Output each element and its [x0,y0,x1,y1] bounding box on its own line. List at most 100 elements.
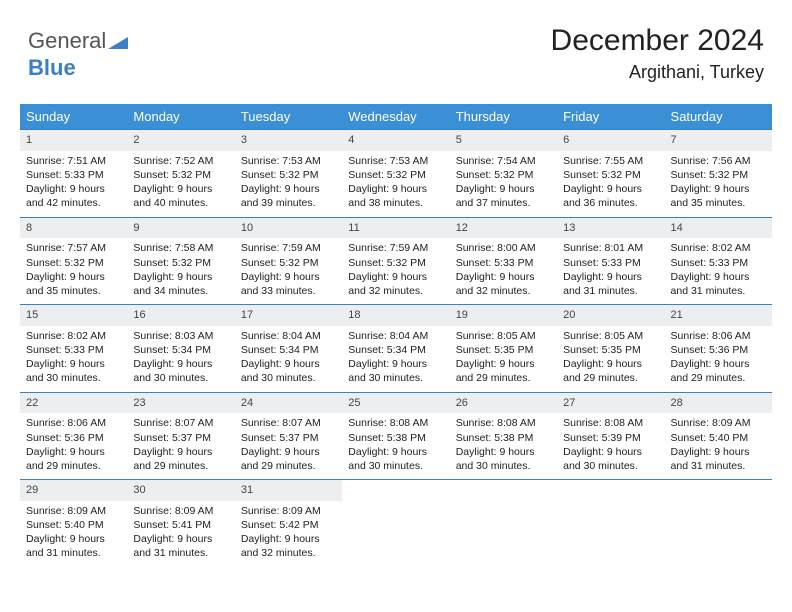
day-number: 21 [665,305,772,326]
day-body: Sunrise: 8:07 AMSunset: 5:37 PMDaylight:… [127,413,234,479]
daylight-line: Daylight: 9 hours and 31 minutes. [133,532,228,560]
sunset-line: Sunset: 5:36 PM [671,343,766,357]
daylight-line: Daylight: 9 hours and 32 minutes. [456,270,551,298]
week-row: 15Sunrise: 8:02 AMSunset: 5:33 PMDayligh… [20,304,772,392]
day-body: Sunrise: 7:53 AMSunset: 5:32 PMDaylight:… [235,151,342,217]
sunrise-line: Sunrise: 7:54 AM [456,154,551,168]
day-cell: 20Sunrise: 8:05 AMSunset: 5:35 PMDayligh… [557,305,664,392]
month-title: December 2024 [551,24,764,58]
daylight-line: Daylight: 9 hours and 37 minutes. [456,182,551,210]
day-body: Sunrise: 8:08 AMSunset: 5:39 PMDaylight:… [557,413,664,479]
daylight-line: Daylight: 9 hours and 38 minutes. [348,182,443,210]
sunset-line: Sunset: 5:32 PM [241,168,336,182]
daylight-line: Daylight: 9 hours and 32 minutes. [348,270,443,298]
sunset-line: Sunset: 5:32 PM [26,256,121,270]
day-cell: . [342,480,449,567]
week-row: 1Sunrise: 7:51 AMSunset: 5:33 PMDaylight… [20,129,772,217]
weekday-header: Tuesday [235,104,342,129]
day-body: Sunrise: 8:07 AMSunset: 5:37 PMDaylight:… [235,413,342,479]
day-body: Sunrise: 8:04 AMSunset: 5:34 PMDaylight:… [235,326,342,392]
day-cell: 10Sunrise: 7:59 AMSunset: 5:32 PMDayligh… [235,218,342,305]
day-cell: 16Sunrise: 8:03 AMSunset: 5:34 PMDayligh… [127,305,234,392]
sunrise-line: Sunrise: 8:00 AM [456,241,551,255]
sunrise-line: Sunrise: 8:06 AM [671,329,766,343]
daylight-line: Daylight: 9 hours and 31 minutes. [671,445,766,473]
sunset-line: Sunset: 5:32 PM [671,168,766,182]
sunrise-line: Sunrise: 7:56 AM [671,154,766,168]
sunrise-line: Sunrise: 8:09 AM [26,504,121,518]
logo-text-2: Blue [28,55,76,80]
day-body: Sunrise: 7:59 AMSunset: 5:32 PMDaylight:… [235,238,342,304]
day-cell: 24Sunrise: 8:07 AMSunset: 5:37 PMDayligh… [235,393,342,480]
day-number: 26 [450,393,557,414]
day-body: Sunrise: 8:04 AMSunset: 5:34 PMDaylight:… [342,326,449,392]
sunset-line: Sunset: 5:33 PM [563,256,658,270]
day-body: Sunrise: 7:51 AMSunset: 5:33 PMDaylight:… [20,151,127,217]
day-cell: 11Sunrise: 7:59 AMSunset: 5:32 PMDayligh… [342,218,449,305]
day-cell: 30Sunrise: 8:09 AMSunset: 5:41 PMDayligh… [127,480,234,567]
day-number: 24 [235,393,342,414]
calendar: SundayMondayTuesdayWednesdayThursdayFrid… [20,104,772,567]
day-body: Sunrise: 8:09 AMSunset: 5:42 PMDaylight:… [235,501,342,567]
daylight-line: Daylight: 9 hours and 29 minutes. [241,445,336,473]
day-number: 31 [235,480,342,501]
day-cell: 14Sunrise: 8:02 AMSunset: 5:33 PMDayligh… [665,218,772,305]
daylight-line: Daylight: 9 hours and 40 minutes. [133,182,228,210]
sunrise-line: Sunrise: 8:08 AM [348,416,443,430]
day-body: Sunrise: 8:09 AMSunset: 5:40 PMDaylight:… [20,501,127,567]
weekday-header: Sunday [20,104,127,129]
daylight-line: Daylight: 9 hours and 30 minutes. [348,445,443,473]
day-body: Sunrise: 8:06 AMSunset: 5:36 PMDaylight:… [665,326,772,392]
sunset-line: Sunset: 5:35 PM [563,343,658,357]
day-cell: 23Sunrise: 8:07 AMSunset: 5:37 PMDayligh… [127,393,234,480]
day-cell: 19Sunrise: 8:05 AMSunset: 5:35 PMDayligh… [450,305,557,392]
day-cell: 2Sunrise: 7:52 AMSunset: 5:32 PMDaylight… [127,130,234,217]
day-number: 8 [20,218,127,239]
day-cell: 28Sunrise: 8:09 AMSunset: 5:40 PMDayligh… [665,393,772,480]
day-number: 23 [127,393,234,414]
daylight-line: Daylight: 9 hours and 35 minutes. [671,182,766,210]
sunrise-line: Sunrise: 7:53 AM [348,154,443,168]
daylight-line: Daylight: 9 hours and 34 minutes. [133,270,228,298]
weekday-header: Saturday [665,104,772,129]
day-number: 11 [342,218,449,239]
day-cell: 12Sunrise: 8:00 AMSunset: 5:33 PMDayligh… [450,218,557,305]
day-body: Sunrise: 8:05 AMSunset: 5:35 PMDaylight:… [450,326,557,392]
day-body: Sunrise: 8:00 AMSunset: 5:33 PMDaylight:… [450,238,557,304]
daylight-line: Daylight: 9 hours and 31 minutes. [563,270,658,298]
daylight-line: Daylight: 9 hours and 30 minutes. [26,357,121,385]
sunrise-line: Sunrise: 8:08 AM [563,416,658,430]
daylight-line: Daylight: 9 hours and 29 minutes. [671,357,766,385]
sunrise-line: Sunrise: 8:09 AM [133,504,228,518]
day-body: Sunrise: 7:52 AMSunset: 5:32 PMDaylight:… [127,151,234,217]
day-cell: 3Sunrise: 7:53 AMSunset: 5:32 PMDaylight… [235,130,342,217]
week-row: 29Sunrise: 8:09 AMSunset: 5:40 PMDayligh… [20,479,772,567]
sunset-line: Sunset: 5:38 PM [348,431,443,445]
sunrise-line: Sunrise: 8:08 AM [456,416,551,430]
weekday-header: Monday [127,104,234,129]
sunset-line: Sunset: 5:32 PM [133,256,228,270]
day-cell: 1Sunrise: 7:51 AMSunset: 5:33 PMDaylight… [20,130,127,217]
day-number: 6 [557,130,664,151]
logo-text-1: General [28,28,106,53]
sunrise-line: Sunrise: 8:04 AM [348,329,443,343]
week-row: 8Sunrise: 7:57 AMSunset: 5:32 PMDaylight… [20,217,772,305]
weekday-header: Wednesday [342,104,449,129]
day-body: Sunrise: 7:58 AMSunset: 5:32 PMDaylight:… [127,238,234,304]
day-body: Sunrise: 8:05 AMSunset: 5:35 PMDaylight:… [557,326,664,392]
daylight-line: Daylight: 9 hours and 39 minutes. [241,182,336,210]
day-cell: 31Sunrise: 8:09 AMSunset: 5:42 PMDayligh… [235,480,342,567]
daylight-line: Daylight: 9 hours and 30 minutes. [563,445,658,473]
daylight-line: Daylight: 9 hours and 36 minutes. [563,182,658,210]
logo-triangle-icon [108,29,128,55]
sunset-line: Sunset: 5:32 PM [241,256,336,270]
sunset-line: Sunset: 5:33 PM [26,168,121,182]
sunrise-line: Sunrise: 8:07 AM [241,416,336,430]
day-body: Sunrise: 8:01 AMSunset: 5:33 PMDaylight:… [557,238,664,304]
day-number: 12 [450,218,557,239]
daylight-line: Daylight: 9 hours and 35 minutes. [26,270,121,298]
day-cell: 29Sunrise: 8:09 AMSunset: 5:40 PMDayligh… [20,480,127,567]
sunrise-line: Sunrise: 8:03 AM [133,329,228,343]
sunrise-line: Sunrise: 8:05 AM [456,329,551,343]
day-cell: 27Sunrise: 8:08 AMSunset: 5:39 PMDayligh… [557,393,664,480]
